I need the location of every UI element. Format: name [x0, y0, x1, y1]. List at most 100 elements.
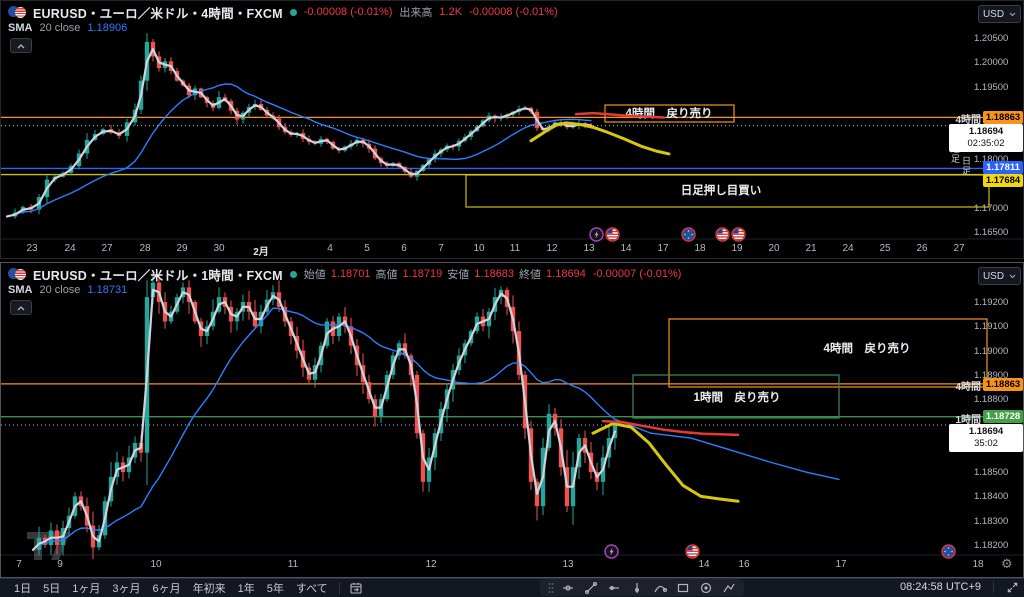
range-button-1日[interactable]: 1日	[14, 583, 32, 595]
time-axis-tick: 21	[805, 243, 817, 254]
go-to-date-button[interactable]	[345, 581, 367, 595]
time-axis-tick: 25	[879, 243, 891, 254]
time-axis-tick: 14	[620, 243, 632, 254]
time-axis-tick: 26	[916, 243, 928, 254]
ohlc-values: 始値 1.18701 高値 1.18719 安値 1.18683 終値 1.18694	[304, 266, 586, 282]
level-name-label-vertical: 週足	[950, 144, 960, 164]
ohlc-value: 1.18683	[474, 268, 515, 280]
drag-handle-icon[interactable]	[548, 582, 554, 594]
ohlc-label: 終値	[519, 269, 542, 281]
ohlc-value: 1.18694	[546, 268, 586, 280]
clock[interactable]: 08:24:58 UTC+9	[899, 581, 981, 593]
toolbar-divider	[993, 581, 994, 593]
range-button-5日[interactable]: 5日	[43, 583, 61, 595]
curve-tool-icon[interactable]	[653, 581, 667, 595]
currency-label: USD	[982, 270, 1005, 282]
sma-value: 1.18731	[87, 284, 128, 296]
price-change: -0.00008 (-0.01%)	[303, 6, 393, 18]
horizontal-line-tool-icon[interactable]	[607, 581, 621, 595]
sma-label: SMA	[8, 22, 33, 34]
vertical-line-tool-icon[interactable]	[630, 581, 644, 595]
plot-area-1h[interactable]: 4時間 戻り売り 1時間 戻り売り	[1, 263, 1024, 578]
eu-flag-event-icon[interactable]	[941, 544, 956, 559]
time-axis-tick: 9	[57, 559, 63, 570]
economic-event-icon[interactable]	[604, 544, 619, 559]
us-flag-event-icon[interactable]	[715, 227, 730, 242]
y-axis-tick: 1.19200	[974, 297, 1009, 308]
axis-settings-gear-icon[interactable]: ⚙	[1001, 556, 1013, 571]
current-price-countdown-badge: 1.18694 02:35:02	[949, 124, 1023, 152]
volume-change: -0.00008 (-0.01%)	[469, 6, 558, 18]
symbol-title[interactable]: EURUSD・ユーロ／米ドル・1時間・FXCM	[33, 268, 283, 283]
ohlc-label: 高値	[375, 269, 398, 281]
y-axis-tick: 1.18900	[974, 369, 1009, 381]
range-button-年初来[interactable]: 年初来	[192, 583, 226, 595]
ohlc-value: 1.18719	[402, 268, 443, 280]
range-button-5年[interactable]: 5年	[266, 583, 284, 595]
collapse-legend-button[interactable]	[10, 300, 32, 315]
time-axis-tick: 28	[139, 243, 151, 254]
price-level-badge: 1.18863	[983, 111, 1023, 124]
cross-line-tool-icon[interactable]	[561, 581, 575, 595]
symbol-title[interactable]: EURUSD・ユーロ／米ドル・4時間・FXCM	[33, 6, 283, 21]
time-axis-tick: 27	[101, 243, 113, 254]
time-axis-tick: 30	[213, 243, 225, 254]
y-axis-tick: 1.19100	[974, 321, 1009, 333]
range-button-6ヶ月[interactable]: 6ヶ月	[152, 583, 181, 595]
range-button-すべて[interactable]: すべて	[295, 583, 328, 595]
rectangle-tool-icon[interactable]	[676, 581, 690, 595]
trend-line-tool-icon[interactable]	[584, 581, 598, 595]
market-open-dot	[289, 270, 297, 278]
y-axis-tick: 1.16500	[974, 227, 1009, 238]
legend-1h: EURUSD・ユーロ／米ドル・1時間・FXCM 始値 1.18701 高値 1.187…	[8, 266, 681, 298]
us-flag-event-icon[interactable]	[731, 227, 746, 242]
range-button-1年[interactable]: 1年	[237, 583, 255, 595]
currency-dropdown[interactable]: USD	[978, 5, 1021, 23]
chevron-up-icon	[16, 300, 26, 315]
time-axis-tick: 13	[562, 559, 574, 570]
bottom-toolbar: 1日 5日 1ヶ月 3ヶ月 6ヶ月 年初来 1年 5年 すべて	[0, 578, 1024, 597]
time-axis-tick: 17	[835, 559, 847, 570]
price-change: -0.00007 (-0.01%)	[592, 268, 682, 280]
sma-params: 20 close	[39, 284, 81, 296]
economic-event-icon[interactable]	[589, 227, 604, 242]
chart-panel-4h: 4時間 戻り売り 日足押し目買い EURUSD・ユーロ／米ドル・4時間・FXCM …	[0, 0, 1024, 259]
range-button-1ヶ月[interactable]: 1ヶ月	[72, 583, 101, 595]
level-name-label-vertical: 日足	[961, 156, 971, 176]
maximize-icon[interactable]	[1006, 581, 1019, 594]
y-axis-tick: 1.20500	[974, 33, 1009, 44]
ohlc-label: 安値	[447, 269, 470, 281]
chevron-up-icon	[16, 38, 26, 53]
collapse-legend-button[interactable]	[10, 38, 32, 53]
currency-label: USD	[982, 8, 1005, 20]
time-axis-tick: 14	[698, 559, 710, 570]
chevron-down-icon	[1009, 271, 1016, 282]
ohlc-label: 始値	[303, 269, 326, 281]
legend-4h: EURUSD・ユーロ／米ドル・4時間・FXCM -0.00008 (-0.01%…	[8, 4, 558, 36]
us-flag-event-icon[interactable]	[605, 227, 620, 242]
polyline-tool-icon[interactable]	[722, 581, 736, 595]
y-axis-tick: 1.18800	[974, 394, 1009, 406]
time-axis-tick: 13	[583, 243, 595, 254]
time-axis-tick: 7	[438, 243, 444, 254]
ellipse-tool-icon[interactable]	[699, 581, 713, 595]
time-axis-tick: 11	[509, 243, 521, 254]
y-axis-tick: 1.18300	[974, 515, 1009, 527]
range-button-3ヶ月[interactable]: 3ヶ月	[112, 583, 141, 595]
time-axis-tick: 24	[842, 243, 854, 254]
currency-dropdown[interactable]: USD	[978, 267, 1021, 285]
volume-label: 出来高	[399, 7, 433, 19]
time-axis-tick: 18	[694, 243, 706, 254]
time-axis-tick: 4	[327, 243, 333, 254]
eu-flag-event-icon[interactable]	[681, 227, 696, 242]
symbol-logo	[8, 268, 26, 280]
y-axis-tick: 1.20000	[974, 57, 1009, 69]
date-range-buttons: 1日 5日 1ヶ月 3ヶ月 6ヶ月 年初来 1年 5年 すべて	[0, 580, 334, 596]
time-axis-tick: 5	[364, 243, 370, 254]
drawing-toolbar	[540, 579, 744, 596]
time-axis-tick: 7	[16, 559, 22, 570]
market-open-dot	[289, 8, 297, 16]
sma-value: 1.18906	[87, 22, 128, 34]
us-flag-event-icon[interactable]	[685, 544, 700, 559]
